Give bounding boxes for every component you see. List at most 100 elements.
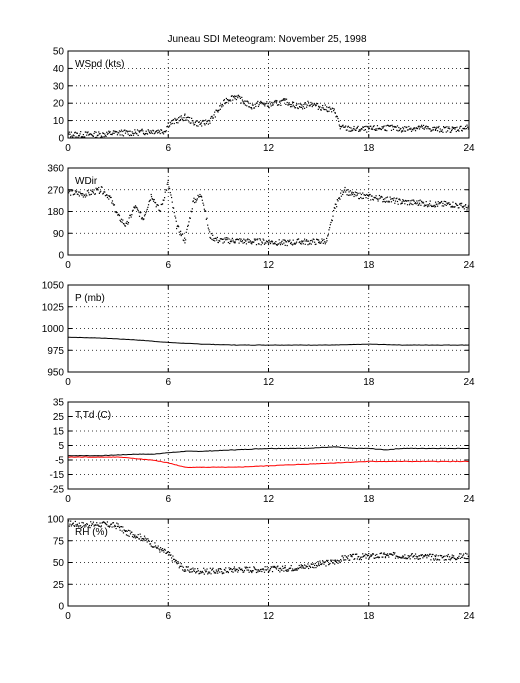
data-point (449, 131, 451, 133)
data-point (341, 555, 343, 557)
data-point (100, 190, 102, 192)
data-point (451, 128, 453, 130)
data-point (352, 193, 354, 196)
data-point (85, 131, 87, 133)
data-point (126, 530, 128, 532)
data-point (459, 553, 461, 555)
data-point (416, 200, 418, 202)
data-point (400, 202, 403, 205)
data-point (167, 179, 169, 181)
data-point (332, 562, 334, 564)
data-point (405, 200, 407, 202)
data-point (311, 106, 313, 108)
data-point (382, 201, 384, 203)
data-point (411, 128, 413, 131)
data-point (432, 205, 435, 207)
data-point (153, 546, 155, 548)
data-point (207, 120, 209, 122)
data-point (453, 127, 455, 130)
data-point (179, 565, 181, 567)
data-point (324, 561, 326, 563)
data-point (117, 214, 119, 216)
data-point (96, 522, 98, 524)
data-point (240, 568, 242, 571)
data-point (169, 554, 171, 556)
data-point (134, 129, 136, 131)
data-point (124, 132, 127, 134)
data-point (281, 99, 283, 101)
data-point (367, 197, 369, 200)
data-point (450, 558, 452, 560)
data-point (360, 556, 362, 558)
data-point (75, 191, 77, 193)
data-point (208, 119, 210, 122)
data-point (447, 127, 449, 129)
data-point (204, 569, 206, 571)
data-point (198, 121, 200, 123)
data-point (72, 136, 74, 138)
data-point (279, 242, 281, 244)
data-point (445, 131, 447, 133)
data-point (263, 239, 265, 241)
data-point (267, 241, 269, 243)
data-point (152, 546, 155, 548)
data-point (156, 204, 158, 206)
data-point (315, 567, 317, 569)
data-point (365, 125, 367, 127)
data-point (332, 215, 334, 217)
data-point (373, 557, 375, 559)
data-point (155, 206, 157, 208)
data-point (202, 571, 204, 574)
data-point (215, 569, 217, 571)
data-point (152, 198, 154, 201)
data-point (199, 572, 201, 574)
data-point (138, 130, 140, 132)
data-point (285, 241, 288, 243)
data-point (442, 131, 444, 133)
data-point (159, 551, 161, 553)
data-point (157, 545, 159, 547)
data-point (349, 126, 351, 129)
data-point (342, 124, 344, 126)
data-point (308, 102, 310, 104)
data-point (172, 119, 175, 121)
data-point (372, 553, 375, 555)
data-point (388, 553, 391, 555)
data-point (180, 234, 182, 237)
data-point (223, 99, 225, 101)
data-point (234, 242, 236, 244)
data-point (349, 194, 351, 196)
data-point (108, 526, 111, 528)
data-point (367, 554, 369, 557)
data-point (205, 571, 207, 573)
data-point (148, 131, 151, 133)
data-point (112, 522, 115, 524)
data-point (109, 525, 111, 527)
data-point (248, 106, 250, 108)
data-point (436, 205, 439, 207)
data-point (241, 240, 243, 243)
data-point (280, 242, 282, 244)
data-point (446, 555, 448, 557)
data-point (274, 566, 276, 568)
data-point (353, 558, 355, 561)
data-point (251, 570, 253, 572)
data-point (444, 203, 446, 206)
data-point (163, 131, 165, 133)
data-point (415, 555, 417, 557)
data-point (204, 124, 206, 126)
data-point (155, 130, 157, 133)
data-point (167, 122, 169, 124)
data-point (152, 200, 155, 202)
data-point (176, 122, 178, 124)
data-point (212, 117, 214, 119)
data-point (74, 190, 76, 192)
data-point (187, 116, 189, 118)
data-point (392, 128, 395, 130)
data-point (353, 195, 355, 198)
data-point (366, 131, 368, 133)
data-point (243, 241, 246, 244)
data-point (187, 566, 189, 568)
data-point (321, 238, 323, 240)
